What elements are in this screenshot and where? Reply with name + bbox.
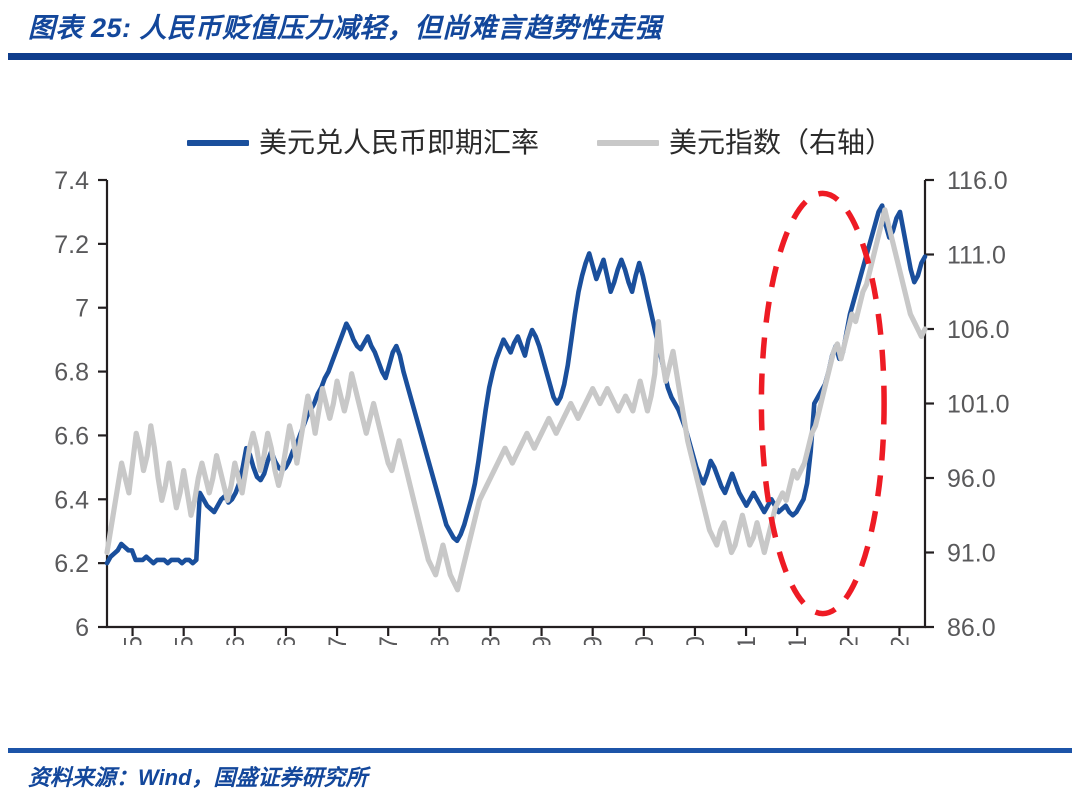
x-tick-label: 2015 xyxy=(171,636,199,645)
axis-frame xyxy=(105,180,927,629)
x-tick-label: 2021 xyxy=(784,636,812,645)
x-tick-label: 2018 xyxy=(426,636,454,645)
y-tick-label-right: 96.0 xyxy=(947,465,996,493)
y-tick-label-left: 6.4 xyxy=(54,486,89,514)
y-tick-label-right: 86.0 xyxy=(947,614,996,642)
source-note: 资料来源：Wind，国盛证券研究所 xyxy=(28,765,368,790)
legend-label-dxy: 美元指数（右轴） xyxy=(669,126,894,158)
x-tick-label: 2017 xyxy=(324,636,352,645)
y-tick-label-left: 6.6 xyxy=(54,422,89,450)
legend-item-cny[interactable]: 美元兑人民币即期汇率 xyxy=(186,126,539,158)
series-line-dxy xyxy=(104,207,928,593)
y-tick-label-left: 7.2 xyxy=(54,231,89,259)
y-tick-label-left: 6 xyxy=(75,614,89,642)
x-tick-label: 2021 xyxy=(733,636,761,645)
x-tick-label: 2022 xyxy=(835,636,863,645)
x-tick-label: 2016 xyxy=(273,636,301,645)
y-tick-label-right: 91.0 xyxy=(947,540,996,568)
highlight-ellipse-2022-icon xyxy=(758,190,887,617)
x-tick-label: 2020 xyxy=(682,636,710,645)
legend-swatch-cny xyxy=(186,139,249,146)
y-tick-label-right: 106.0 xyxy=(947,316,1010,344)
y-tick-label-left: 6.8 xyxy=(54,359,89,387)
line-chart: 7.4 7.2 7 6.8 6.6 6.4 6.2 6 116.0 111.0 106.0 101.0… xyxy=(54,167,1010,645)
y-tick-label-right: 101.0 xyxy=(947,391,1010,419)
x-tick-label: 2018 xyxy=(477,636,505,645)
y-tick-label-right: 116.0 xyxy=(947,167,1008,195)
legend-swatch-dxy xyxy=(597,139,659,146)
page-title: 图表 25: 人民币贬值压力减轻，但尚难言趋势性走强 xyxy=(28,13,663,43)
y-tick-label-right: 111.0 xyxy=(947,242,1006,270)
y-tick-label-left: 7.4 xyxy=(54,167,89,195)
x-tick-label: 2019 xyxy=(529,636,557,645)
x-tick-label: 2017 xyxy=(375,636,403,645)
x-tick-label: 2020 xyxy=(631,636,659,645)
x-tick-label: 2022 xyxy=(886,636,914,645)
x-tick-label: 2019 xyxy=(580,636,608,645)
legend-label-cny: 美元兑人民币即期汇率 xyxy=(258,126,539,158)
footer-divider xyxy=(8,748,1072,753)
y-tick-label-left: 7 xyxy=(75,295,89,323)
y-tick-label-left: 6.2 xyxy=(54,550,89,578)
series-line-cny xyxy=(104,203,928,566)
x-tick-label: 2016 xyxy=(222,636,250,645)
x-tick-label: 2015 xyxy=(120,636,148,645)
legend-item-dxy[interactable]: 美元指数（右轴） xyxy=(597,126,894,158)
chart-legend: 美元兑人民币即期汇率 美元指数（右轴） xyxy=(0,120,1080,165)
chart-area: 7.4 7.2 7 6.8 6.6 6.4 6.2 6 116.0 111.0 106.0 101.0… xyxy=(0,165,1080,645)
header-divider xyxy=(8,53,1072,60)
